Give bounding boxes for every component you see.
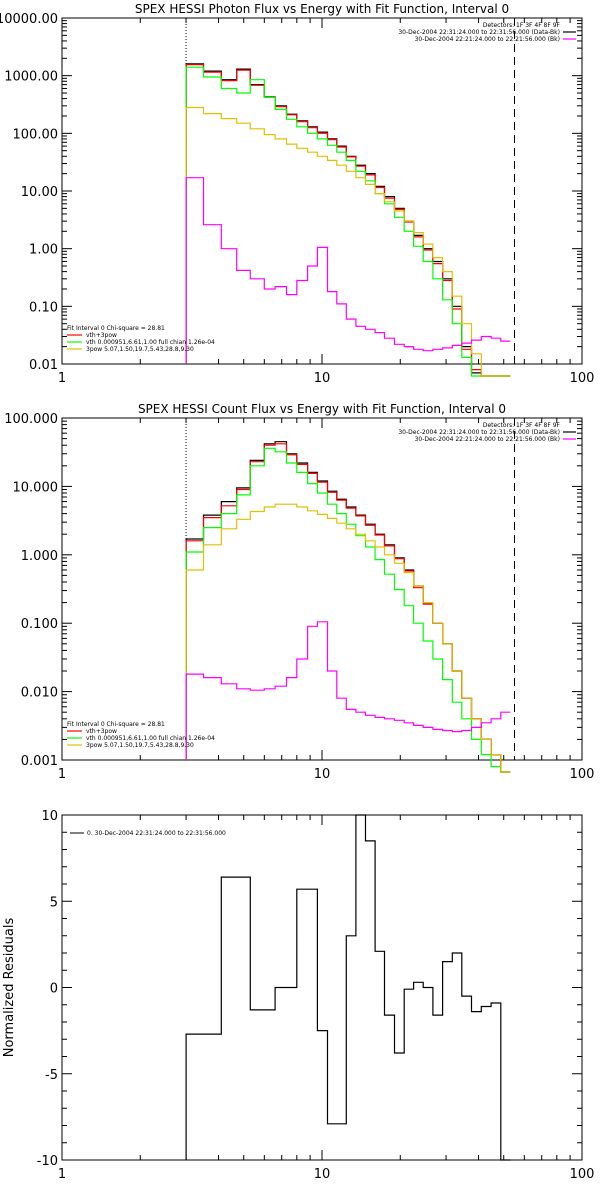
series-line-2-0 — [185, 814, 511, 1161]
x-tick-label-2: 100 — [570, 1167, 595, 1182]
legend-top-right-0: 30-Dec-2004 22:21:24.000 to 22:21:56.000… — [415, 36, 560, 43]
chart-title-1: SPEX HESSI Count Flux vs Energy with Fit… — [138, 402, 506, 416]
y-tick-label-0: 10.00 — [21, 185, 58, 200]
series-line-0-4 — [185, 177, 511, 364]
plot-frame-1 — [61, 417, 583, 761]
plot-frame-0 — [61, 17, 583, 365]
y-tick-label-1: 0.100 — [21, 617, 58, 632]
y-tick-label-2: -5 — [45, 1068, 58, 1083]
legend-top-right-1: 30-Dec-2004 22:31:24.000 to 22:31:56.000… — [398, 429, 560, 436]
y-tick-label-0: 0.01 — [29, 358, 58, 373]
series-line-0-2 — [185, 66, 511, 377]
series-line-1-4 — [185, 621, 511, 760]
x-tick-label-0: 10 — [314, 371, 331, 386]
legend-bottom-left-0: vth 0.000951,6.61,1.00 full chian 1.26e-… — [86, 339, 215, 346]
x-tick-label-2: 1 — [58, 1167, 66, 1182]
series-line-1-0 — [185, 441, 511, 773]
y-tick-label-0: 1000.00 — [4, 70, 58, 85]
x-tick-label-1: 1 — [58, 767, 66, 782]
legend-bottom-left-1: 3pow 5.07,1.50,19.7,5.43,28.8,9.30 — [86, 742, 194, 749]
y-axis-label-2: Normalized Residuals — [2, 918, 17, 1058]
y-tick-label-2: 5 — [50, 895, 58, 910]
legend-bottom-left-1: Fit Interval 0 Chi-square = 28.81 — [67, 721, 165, 728]
legend-bottom-left-1: vth 0.000951,6.61,1.00 full chian 1.26e-… — [86, 735, 215, 742]
x-tick-label-2: 10 — [314, 1167, 331, 1182]
legend-top-right-1: Detectors: 1F 3F 4F 8F 9F — [483, 422, 561, 429]
legend-bottom-left-0: vth+3pow — [86, 332, 117, 339]
legend-top-right-1: 30-Dec-2004 22:21:24.000 to 22:21:56.000… — [415, 436, 560, 443]
y-tick-label-2: -10 — [37, 1154, 58, 1169]
y-tick-label-0: 100.00 — [13, 127, 59, 142]
y-tick-label-2: 0 — [50, 982, 58, 997]
y-tick-label-1: 10.000 — [13, 480, 59, 495]
x-tick-label-1: 10 — [314, 767, 331, 782]
x-tick-label-1: 100 — [570, 767, 595, 782]
y-tick-label-1: 0.001 — [21, 754, 58, 769]
legend-bottom-left-1: vth+3pow — [86, 728, 117, 735]
series-line-1-1 — [185, 443, 511, 773]
series-line-1-2 — [185, 447, 511, 773]
legend-bottom-left-0: Fit Interval 0 Chi-square = 28.81 — [67, 325, 165, 332]
legend-top-left-2: 0. 30-Dec-2004 22:31:24.000 to 22:31:56.… — [87, 830, 226, 837]
chart-title-0: SPEX HESSI Photon Flux vs Energy with Fi… — [135, 2, 509, 16]
y-tick-label-2: 10 — [41, 809, 58, 824]
legend-bottom-left-0: 3pow 5.07,1.50,19.7,5.43,28.8,9.30 — [86, 346, 194, 353]
x-tick-label-0: 100 — [570, 371, 595, 386]
y-tick-label-1: 100.000 — [4, 412, 58, 427]
x-tick-label-0: 1 — [58, 371, 66, 386]
plot-frame-2 — [61, 814, 583, 1161]
y-tick-label-0: 1.00 — [29, 243, 58, 258]
legend-top-right-0: Detectors: 1F 3F 4F 8F 9F — [483, 22, 561, 29]
series-line-0-3 — [185, 106, 511, 377]
y-tick-label-0: 10000.00 — [0, 12, 58, 27]
legend-top-right-0: 30-Dec-2004 22:31:24.000 to 22:31:56.000… — [398, 29, 560, 36]
y-tick-label-1: 0.010 — [21, 686, 58, 701]
y-tick-label-0: 0.10 — [29, 300, 58, 315]
y-tick-label-1: 1.000 — [21, 549, 58, 564]
series-line-1-3 — [185, 503, 511, 773]
